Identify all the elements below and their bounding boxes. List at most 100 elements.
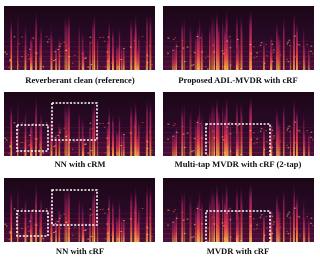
speckle [299, 235, 301, 237]
speckle [201, 51, 203, 53]
streak [137, 31, 140, 70]
speckle [259, 44, 262, 46]
speckle [275, 57, 278, 59]
streak [240, 106, 243, 156]
streak [136, 132, 139, 156]
speckle [4, 223, 6, 225]
speckle [207, 240, 209, 242]
speckle [184, 146, 186, 148]
streak [89, 123, 92, 156]
speckle [272, 224, 275, 226]
streak [174, 215, 176, 242]
speckle [256, 52, 258, 54]
speckle [174, 209, 176, 211]
speckle [9, 60, 11, 62]
streak [222, 15, 224, 70]
speckle [65, 45, 67, 47]
streak [197, 198, 200, 242]
streak [222, 187, 224, 242]
speckle [311, 139, 314, 141]
speckle [212, 216, 215, 218]
speckle [196, 207, 199, 209]
speckle [167, 138, 169, 140]
streak [276, 192, 278, 242]
streak [194, 117, 196, 156]
streak [24, 109, 27, 156]
speckle [28, 57, 31, 59]
streak [229, 30, 232, 70]
streak [282, 188, 285, 242]
speckle [204, 229, 207, 231]
streak [198, 203, 201, 242]
speckle [287, 213, 289, 215]
speckle [134, 231, 137, 233]
speckle [89, 208, 92, 210]
speckle [42, 237, 44, 239]
streak [30, 217, 33, 242]
speckle [32, 37, 35, 39]
speckle [117, 238, 119, 240]
speckle [294, 228, 297, 230]
streak [303, 26, 305, 71]
speckle [271, 60, 274, 62]
streak [270, 44, 272, 70]
speckle [68, 56, 71, 58]
speckle [27, 140, 30, 142]
streak [229, 202, 232, 242]
speckle [84, 229, 86, 231]
speckle [42, 65, 44, 67]
speckle [272, 52, 275, 54]
speckle [57, 134, 59, 136]
speckle [240, 240, 242, 242]
streak [249, 97, 252, 156]
streak [55, 44, 57, 70]
speckle [294, 207, 296, 209]
streak [216, 11, 218, 70]
speckle [222, 225, 225, 227]
speckle [21, 122, 24, 124]
speckle [256, 138, 258, 140]
speckle [263, 234, 266, 236]
speckle [65, 221, 68, 223]
streak [249, 183, 252, 242]
streak [119, 122, 121, 156]
speckle [193, 138, 196, 140]
speckle [17, 64, 20, 66]
speckle [249, 44, 252, 46]
speckle [265, 129, 268, 131]
speckle [250, 52, 252, 54]
speckle [310, 222, 312, 224]
streak [240, 12, 242, 71]
speckle [249, 130, 252, 132]
speckle [250, 224, 252, 226]
speckle [223, 152, 226, 154]
streak [237, 36, 240, 70]
speckle [120, 230, 123, 232]
streak [184, 14, 186, 71]
speckle [289, 45, 291, 47]
speckle [18, 215, 20, 217]
streak [64, 13, 66, 70]
speckle [288, 39, 291, 41]
speckle [204, 143, 207, 145]
speckle [271, 43, 274, 45]
spectrogram [163, 178, 314, 242]
speckle [306, 216, 308, 218]
speckle [21, 36, 24, 38]
streak [133, 199, 136, 242]
speckle [174, 150, 176, 152]
speckle [5, 53, 8, 55]
speckle [294, 121, 296, 123]
streak [92, 189, 94, 242]
streak [30, 131, 33, 156]
streak [196, 206, 198, 242]
streak [130, 18, 133, 70]
speckle [24, 65, 27, 67]
panels [4, 6, 314, 242]
speckle [81, 52, 83, 54]
streak [235, 46, 238, 70]
streak [236, 186, 238, 242]
speckle [229, 64, 232, 66]
streak [278, 119, 281, 156]
speckle [67, 220, 70, 222]
